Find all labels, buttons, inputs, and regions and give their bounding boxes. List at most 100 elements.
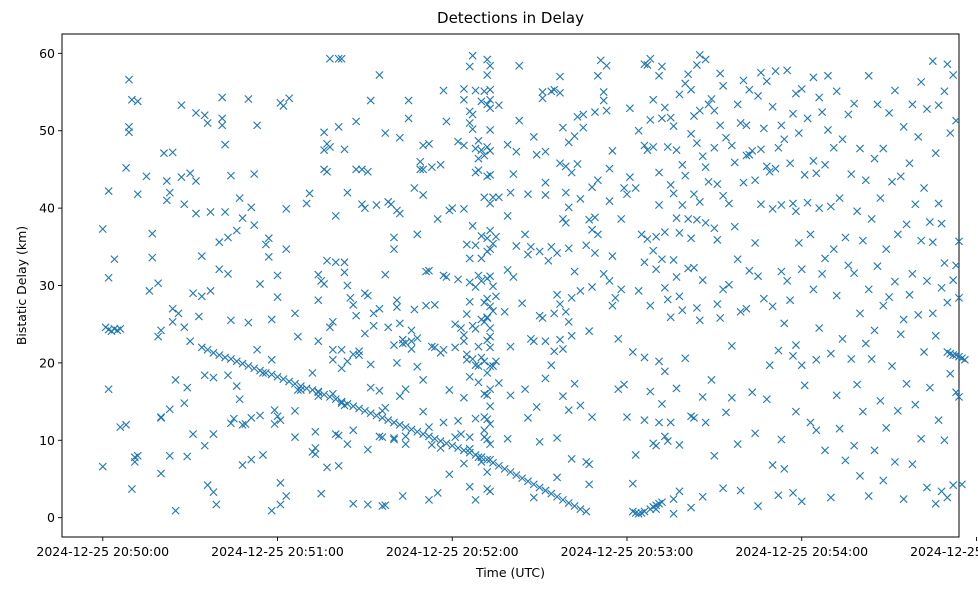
detection-point: [104, 187, 113, 196]
detection-point: [832, 391, 841, 400]
detection-point: [826, 493, 835, 502]
detection-point: [940, 436, 949, 445]
detection-point: [378, 502, 387, 511]
detection-point: [413, 334, 422, 343]
y-axis-label: Bistatic Delay (km): [14, 226, 29, 345]
detection-point: [465, 444, 474, 453]
detection-point: [468, 221, 477, 230]
detection-point: [669, 495, 678, 504]
detection-point: [305, 189, 314, 198]
detection-point: [395, 209, 404, 218]
detection-point: [459, 393, 468, 402]
detection-point: [920, 184, 929, 192]
detection-point: [745, 150, 754, 159]
detection-point: [302, 384, 311, 393]
detection-point: [949, 71, 958, 80]
detection-point: [695, 316, 704, 325]
detection-point: [419, 430, 428, 439]
detection-point: [561, 162, 570, 171]
detection-point: [905, 290, 914, 299]
detection-point: [812, 169, 821, 178]
detection-point: [911, 400, 920, 409]
detection-point: [363, 167, 372, 176]
detection-point: [791, 407, 800, 416]
detection-point: [529, 493, 538, 502]
detection-point: [104, 273, 113, 282]
detection-point: [791, 341, 800, 350]
detection-point: [689, 190, 698, 199]
detection-point: [806, 418, 815, 427]
detection-point: [424, 495, 433, 504]
detection-point: [264, 252, 273, 261]
detection-point: [657, 498, 666, 507]
detection-point: [314, 270, 323, 279]
detection-point: [270, 420, 279, 429]
detection-point: [212, 500, 221, 509]
detection-point: [197, 343, 206, 352]
detection-point: [742, 121, 751, 130]
detection-point: [558, 214, 567, 223]
detection-point: [486, 361, 495, 370]
detection-point: [390, 418, 398, 427]
detection-point: [474, 361, 483, 370]
detection-point: [896, 330, 905, 339]
y-tick-label: 10: [39, 433, 55, 448]
detection-point: [719, 484, 728, 493]
detection-point: [955, 392, 963, 401]
detection-point: [293, 332, 302, 341]
detection-point: [506, 391, 515, 400]
detection-point: [250, 221, 259, 230]
detection-point: [296, 385, 305, 394]
detection-point: [459, 141, 468, 150]
detection-point: [311, 444, 320, 452]
detection-point: [328, 317, 337, 326]
detection-point: [523, 250, 532, 259]
detection-point: [556, 72, 564, 81]
detection-point: [436, 160, 445, 169]
detection-point: [500, 464, 509, 473]
detection-point: [325, 54, 334, 63]
detection-point: [328, 345, 337, 354]
detection-point: [803, 198, 812, 207]
detection-point: [541, 190, 550, 199]
detection-point: [652, 265, 661, 274]
detection-point: [692, 60, 701, 69]
detection-point: [232, 357, 241, 366]
detection-point: [422, 267, 431, 276]
detection-point: [858, 407, 867, 416]
detection-point: [122, 420, 131, 429]
detection-point: [733, 255, 742, 264]
detection-point: [855, 309, 864, 318]
detection-point: [698, 152, 707, 161]
detection-point: [695, 50, 704, 59]
detection-point: [116, 423, 125, 432]
detection-point: [445, 470, 454, 479]
detection-point: [943, 493, 952, 502]
detection-point: [756, 200, 765, 209]
detection-point: [640, 353, 649, 362]
detection-point: [273, 271, 282, 280]
detection-point: [474, 271, 483, 280]
detection-point: [789, 351, 797, 360]
detection-point: [704, 100, 713, 109]
detection-point: [401, 423, 410, 432]
detection-point: [902, 220, 911, 229]
detection-point: [462, 310, 471, 319]
x-tick-label: 2024-12-25 20:55:00: [910, 544, 978, 559]
detection-point: [474, 136, 483, 145]
detection-point: [381, 403, 390, 412]
detection-point: [250, 170, 259, 179]
detection-point: [477, 457, 486, 466]
detection-point: [675, 487, 684, 496]
detection-point: [652, 505, 661, 514]
detection-point: [780, 319, 789, 328]
detection-point: [754, 272, 763, 281]
detection-point: [620, 380, 629, 389]
detection-point: [442, 439, 451, 448]
detection-point: [483, 468, 492, 476]
detection-point: [806, 230, 815, 239]
detection-point: [226, 355, 235, 364]
detection-point: [780, 135, 789, 144]
detection-point: [544, 256, 553, 265]
detection-point: [588, 283, 597, 292]
